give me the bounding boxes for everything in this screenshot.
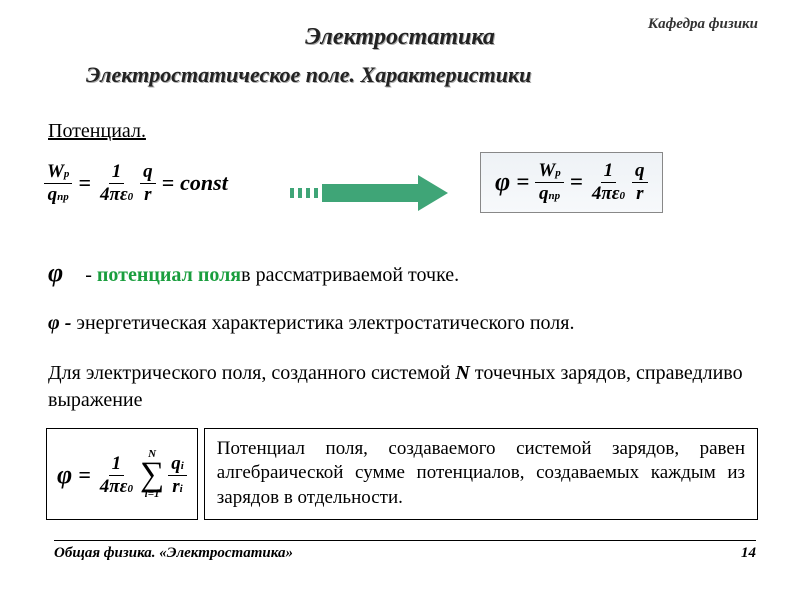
eq2-phi: φ — [495, 167, 510, 197]
p1-text: энергетическая характеристика электроста… — [76, 312, 574, 334]
p2-n: N — [455, 362, 469, 384]
def-rest: в рассматриваемой точке. — [241, 264, 459, 287]
equals-2: = — [156, 170, 181, 196]
equation-const: Wp qпр = 1 4πε0 q r = const — [44, 162, 228, 205]
eq2-f2ds: 0 — [620, 190, 626, 202]
eq1-num-sub: p — [64, 168, 70, 180]
def-phi: φ — [48, 258, 63, 288]
def-label: потенциал поля — [97, 264, 241, 287]
phi-definition: φ - потенциал поля в рассматриваемой точ… — [48, 258, 459, 288]
paragraph-system: Для электрического поля, созданного сист… — [48, 360, 758, 414]
footer: Общая физика. «Электростатика» 14 — [54, 540, 756, 562]
p1-pref: φ - — [48, 312, 76, 334]
eq2-f2da: 4 — [592, 183, 602, 204]
footer-left: Общая физика. «Электростатика» — [54, 545, 293, 562]
eq1-d-pi: π — [109, 184, 119, 205]
eq2-f1n: W — [538, 160, 555, 181]
section-heading: Потенциал. — [48, 120, 146, 143]
bottom-row: φ = 1 4πε0 N ∑ i=1 qi ri Потенциал поля,… — [46, 428, 758, 520]
eq1-r-den: r — [141, 184, 154, 205]
sum-symbol: N ∑ i=1 — [140, 450, 164, 500]
eq1-num: W — [47, 161, 64, 182]
eq1-const: const — [180, 170, 228, 196]
eq3-f1n: 1 — [109, 454, 125, 476]
paragraph-energy: φ - энергетическая характеристика электр… — [48, 312, 758, 335]
eq3-f1da: 4 — [100, 476, 110, 497]
eq3-f1dpi: π — [109, 476, 119, 497]
equals-4: = — [564, 169, 589, 195]
arrow-icon — [290, 180, 450, 206]
eq2-f2deps: ε — [612, 183, 620, 204]
p2-a: Для электрического поля, созданного сист… — [48, 362, 455, 384]
page-subtitle: Электростатическое поле. Характеристики — [86, 62, 531, 88]
eq2-f1ds: пр — [548, 190, 560, 202]
eq3-f2ns: i — [181, 460, 184, 472]
eq2-f2dpi: π — [601, 183, 611, 204]
equation-phi-box: φ = Wp qпр = 1 4πε0 q r — [480, 152, 663, 213]
eq3-f2ds: i — [180, 483, 183, 495]
eq3-f1ds: 0 — [127, 483, 133, 495]
sum-bot: i=1 — [145, 490, 160, 500]
page-number: 14 — [741, 545, 756, 562]
eq3-f2n: q — [171, 453, 181, 474]
eq2-f1ns: p — [555, 167, 561, 179]
eq1-den-sub: пр — [57, 191, 69, 203]
eq1-r-num: q — [140, 162, 156, 184]
eq1-d-eps: ε — [120, 184, 128, 205]
eq2-f2n: 1 — [601, 161, 617, 183]
equation-sum-box: φ = 1 4πε0 N ∑ i=1 qi ri — [46, 428, 198, 520]
equals-3: = — [510, 169, 535, 195]
equation-row: Wp qпр = 1 4πε0 q r = const φ = Wp qпр = — [0, 152, 800, 234]
eq2-f3n: q — [632, 161, 648, 183]
eq1-d-sub: 0 — [128, 191, 134, 203]
eq1-mid-num: 1 — [109, 162, 125, 184]
eq2-f3d: r — [633, 183, 646, 204]
equals-1: = — [72, 170, 97, 196]
eq3-f2d: r — [172, 476, 179, 497]
sum-sigma: ∑ — [140, 460, 164, 491]
explanation-text: Потенциал поля, создаваемого системой за… — [204, 428, 758, 520]
eq1-den: q — [48, 184, 58, 205]
page-title: Электростатика — [0, 24, 800, 51]
equals-5: = — [72, 462, 97, 488]
def-dash: - — [85, 264, 92, 287]
eq3-phi: φ — [57, 460, 72, 490]
